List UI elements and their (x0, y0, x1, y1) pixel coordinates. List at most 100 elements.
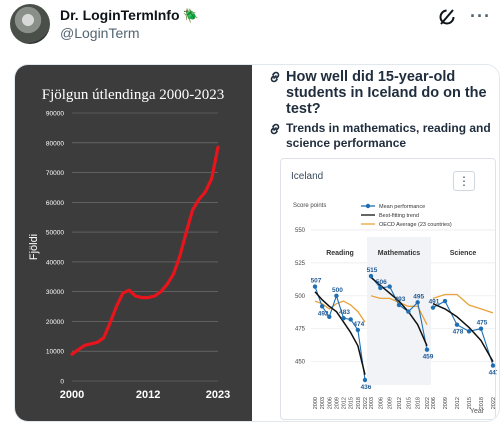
x-tick-label: 2015 (349, 397, 355, 409)
data-label: 493 (395, 296, 406, 303)
oecd-average-line (370, 295, 428, 325)
immigration-chart: Fjölgun útlendinga 2000-2023 0 10000 20000 3… (28, 87, 230, 401)
mean-performance-point (478, 326, 484, 331)
mean-performance-point (362, 377, 368, 383)
x-tick-label: 2000 (60, 389, 84, 401)
panel-shade (367, 237, 431, 385)
mean-performance-point (334, 293, 339, 298)
data-label: 492 (318, 310, 329, 317)
pisa-subheading-link[interactable]: Trends in mathematics, reading and scien… (268, 121, 499, 151)
x-tick-label: 2003 (320, 397, 326, 409)
mean-performance-point (348, 317, 353, 322)
avatar[interactable] (10, 4, 50, 44)
mean-performance-point (454, 322, 460, 327)
x-tick-label: 2018 (356, 397, 362, 409)
x-tick-label: 2000 (313, 397, 319, 409)
data-label: 500 (332, 287, 343, 294)
legend-marker (365, 203, 371, 209)
data-label: 475 (477, 320, 488, 327)
x-tick-label: 2006 (431, 397, 437, 409)
y-tick-label: 70000 (46, 170, 64, 177)
grok-icon[interactable] (438, 8, 456, 26)
author-name[interactable]: Dr. LoginTermInfo 🪲 (60, 7, 199, 23)
mean-performance-point (319, 304, 325, 309)
country-label: Iceland (291, 171, 324, 182)
mean-performance-point (424, 347, 430, 352)
x-tick-label: 2009 (388, 397, 394, 409)
y-tick-label: 50000 (46, 230, 64, 237)
x-tick-label: 2022 (491, 397, 497, 409)
x-tick-label: 2006 (327, 397, 333, 409)
data-label: 436 (361, 384, 372, 391)
data-label: 491 (429, 299, 440, 306)
mean-performance-point (406, 309, 411, 314)
chart-title: Fjölgun útlendinga 2000-2023 (42, 87, 225, 103)
link-icon (270, 71, 280, 83)
x-tick-label: 2012 (342, 397, 348, 409)
y-axis-label: Fjöldi (28, 234, 40, 260)
y-tick-label: 80000 (46, 140, 64, 147)
y-tick-label: 60000 (46, 200, 64, 207)
x-tick-label: 2009 (443, 397, 449, 409)
mean-performance-point (430, 305, 436, 310)
legend-label: Best-fitting trend (379, 213, 419, 219)
data-label: 483 (339, 309, 350, 316)
mean-performance-point (355, 327, 361, 333)
x-tick-label: 2015 (406, 397, 412, 409)
mean-performance-point (442, 298, 448, 304)
x-tick-label: 2023 (206, 389, 230, 401)
best-fitting-trend-line (432, 303, 494, 362)
y-tick-label: 90000 (46, 111, 64, 118)
x-tick-label: 2003 (369, 397, 375, 409)
y-tick-label: 475 (295, 327, 306, 333)
mean-performance-point (415, 300, 420, 305)
data-label: 495 (413, 293, 424, 300)
y-tick-label: 10000 (46, 349, 64, 356)
x-tick-label: 2018 (416, 397, 422, 409)
x-tick-label: 2018 (479, 397, 485, 409)
y-tick-label: 30000 (46, 289, 64, 296)
pisa-chart: Score points Mean performance Best-fitting… (293, 203, 497, 415)
mean-performance-point (490, 363, 496, 368)
y-tick-label: 40000 (46, 259, 64, 266)
data-label: 459 (423, 354, 434, 361)
mean-performance-point (387, 284, 392, 289)
y-tick-label: 500 (295, 294, 306, 300)
y-tick-label: 525 (295, 261, 306, 267)
data-label: 507 (311, 278, 322, 285)
best-fitting-trend-line (370, 276, 428, 347)
more-options-icon[interactable]: ··· (470, 6, 491, 26)
author-handle[interactable]: @LoginTerm (60, 25, 140, 41)
mean-performance-point (378, 285, 383, 291)
y-tick-label: 0 (60, 379, 64, 386)
tweet-media[interactable]: Fjölgun útlendinga 2000-2023 0 10000 20000 3… (14, 64, 500, 422)
data-label: 506 (376, 279, 387, 286)
bug-icon: 🪲 (182, 8, 199, 23)
oecd-average-line (432, 293, 494, 314)
x-tick-label: 2012 (136, 389, 160, 401)
legend-label: Mean performance (379, 204, 425, 210)
x-tick-label: 2012 (455, 397, 461, 409)
pisa-heading-link[interactable]: How well did 15-year-old students in Ice… (268, 69, 499, 117)
x-tick-label: 2022 (425, 397, 431, 409)
panel-label: Science (450, 250, 477, 257)
data-label: 478 (453, 329, 464, 336)
x-tick-label: 2022 (363, 397, 369, 409)
data-label: 474 (353, 321, 364, 328)
x-tick-label: 2009 (334, 397, 340, 409)
mean-performance-point (312, 284, 318, 289)
best-fitting-trend-line (314, 291, 366, 375)
mean-performance-point (368, 273, 374, 279)
x-tick-label: 2012 (397, 397, 403, 409)
panel-label: Reading (326, 250, 354, 257)
x-axis-label: Year (470, 408, 485, 415)
series-line (70, 145, 220, 356)
pisa-chart-card: Iceland ⋮ Score points Mean performance Be… (280, 158, 497, 420)
pisa-panel: How well did 15-year-old students in Ice… (252, 65, 499, 421)
x-tick-label: 2015 (467, 397, 473, 409)
mean-performance-line (432, 300, 494, 366)
chart-menu-button[interactable]: ⋮ (453, 171, 475, 191)
data-label: 515 (367, 267, 378, 274)
mean-performance-point (341, 315, 346, 321)
legend-label: OECD Average (23 countries) (379, 222, 452, 228)
